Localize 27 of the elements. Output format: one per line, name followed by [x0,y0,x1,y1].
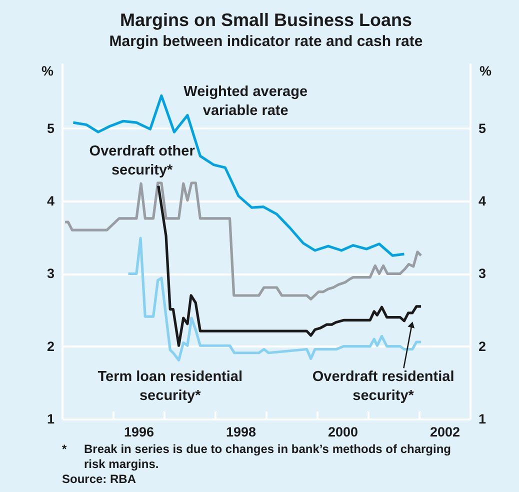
series-label: Term loan residential security* [98,368,243,404]
x-tick-label: 1996 [124,424,154,440]
line-series [127,236,422,362]
series-label: Weighted average variable rate [184,84,308,120]
text: * Break in series is due to changes in bank’s methods of charging risk margins. [62,442,451,471]
x-tick-label: 2000 [328,424,358,440]
x-tick-label: 2002 [430,424,460,440]
y2-tick-label: 1 [478,412,486,426]
y-tick-label: 2 [46,338,54,354]
y-tick-label: 4 [46,194,55,209]
y2-tick-label: 2 [478,338,486,354]
text: Overdraft residential security* [312,368,454,404]
y2-tick-label: 4 [478,194,486,209]
y2-tick-label: 3 [478,266,486,282]
x-tick-label: 1998 [226,424,256,440]
series-label: Overdraft other security* [89,144,196,179]
chart-title: Margins on Small Business Loans [120,10,412,30]
y2-axis-title: % [479,64,492,78]
chart-subtitle: Margin between indicator rate and cash rate [109,33,423,50]
y-axis-title: % [41,64,54,78]
line-series [64,182,422,300]
source-note: Source: RBA [62,472,138,487]
y-tick-label: 3 [46,266,55,282]
y-tick-label: 1 [46,412,55,426]
y-tick-label: 5 [46,120,55,136]
line-series [157,184,422,347]
y2-tick-label: 5 [478,120,486,136]
